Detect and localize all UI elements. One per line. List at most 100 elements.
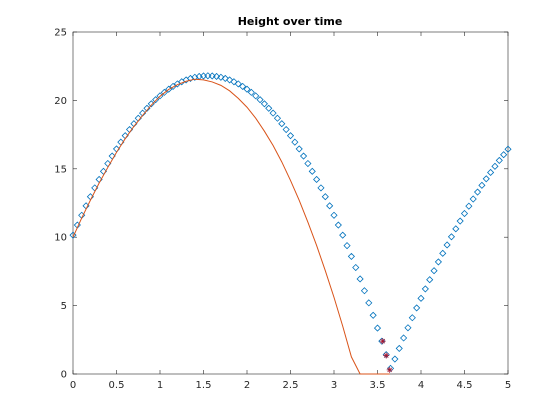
diamond-marker: [247, 88, 255, 96]
diamond-marker: [243, 85, 251, 93]
x-tick-label: 3.5: [370, 380, 386, 391]
diamond-marker: [217, 73, 225, 81]
diamond-marker: [239, 82, 247, 90]
diamond-marker: [356, 275, 364, 283]
y-tick-label: 10: [54, 233, 67, 244]
asterisk-marker: [379, 338, 386, 345]
curve-line: [72, 78, 390, 375]
diamond-marker: [487, 168, 495, 177]
y-tick-label: 0: [61, 370, 67, 381]
axes-box: [72, 31, 509, 375]
diamond-marker: [456, 217, 464, 225]
diamond-marker: [204, 72, 212, 80]
diamond-marker: [304, 159, 312, 168]
diamond-marker: [334, 221, 342, 229]
diamond-marker: [495, 156, 503, 164]
diamond-marker: [395, 344, 403, 352]
asterisk-stroke: [383, 353, 389, 358]
diamond-marker: [434, 258, 442, 266]
diamond-marker: [226, 76, 234, 84]
diamond-marker: [443, 241, 451, 249]
diamond-marker: [330, 211, 338, 219]
x-tick-label: 5: [505, 380, 511, 391]
diamond-marker: [386, 364, 395, 372]
diamond-marker: [504, 145, 512, 153]
diamond-marker: [365, 299, 373, 307]
diamond-marker: [408, 314, 416, 322]
diamond-marker: [465, 202, 473, 210]
diamond-marker: [452, 225, 460, 233]
diamond-marker: [308, 167, 316, 175]
tick-labels: 0 0.5 1 1.5 2 2.5 3 3.5 4 4.5 5 0 5 10 15 20 25: [54, 28, 511, 392]
diamond-marker: [352, 263, 360, 272]
diamond-marker: [343, 242, 351, 250]
diamond-marker: [299, 152, 308, 160]
diamond-marker: [286, 132, 295, 140]
x-tick-label: 1.5: [196, 380, 212, 391]
diamond-marker: [439, 249, 447, 257]
diamond-marker: [421, 285, 429, 293]
diamond-marker: [208, 72, 216, 80]
diamond-marker: [460, 209, 469, 218]
diamond-series: [69, 72, 512, 372]
x-tick-label: 4: [418, 380, 424, 391]
axes: [72, 31, 509, 375]
diamond-marker: [265, 104, 273, 112]
diamond-marker: [282, 125, 290, 134]
diamond-marker: [321, 193, 329, 201]
asterisk-marker: [386, 366, 393, 373]
diamond-marker: [447, 233, 456, 241]
asterisk-stroke: [380, 338, 386, 344]
diamond-marker: [473, 188, 482, 196]
diamond-marker: [500, 151, 508, 159]
diamond-marker: [234, 80, 242, 88]
diamond-marker: [256, 96, 264, 104]
y-tick-label: 5: [61, 301, 67, 312]
diamond-marker: [469, 195, 477, 203]
diamond-marker: [269, 109, 277, 117]
diamond-marker: [260, 100, 268, 108]
diamond-marker: [278, 120, 286, 128]
diamond-marker: [373, 324, 382, 332]
diamond-marker: [417, 294, 425, 302]
diamond-marker: [482, 175, 490, 183]
diamond-marker: [221, 74, 229, 82]
diamond-marker: [400, 334, 408, 342]
diamond-marker: [478, 181, 486, 189]
diamond-marker: [169, 82, 177, 90]
diamond-marker: [369, 311, 377, 319]
diamond-marker: [339, 231, 347, 239]
diamond-marker: [152, 96, 160, 104]
diamond-marker: [273, 114, 282, 122]
diamond-marker: [491, 162, 499, 170]
x-tick-label: 1: [157, 380, 163, 391]
chart-title: Height over time: [238, 15, 343, 28]
asterisk-stroke: [387, 367, 393, 373]
diamond-marker: [430, 267, 438, 275]
x-tick-label: 3: [331, 380, 337, 391]
x-tick-label: 4.5: [457, 380, 473, 391]
asterisk-marker: [383, 352, 390, 359]
y-tick-label: 25: [54, 28, 67, 39]
diamond-marker: [326, 202, 334, 210]
diamond-marker: [252, 92, 260, 100]
diamond-marker: [69, 231, 77, 239]
diamond-marker: [313, 175, 321, 184]
diamond-marker: [391, 355, 399, 363]
diamond-marker: [413, 304, 421, 312]
diamond-marker: [426, 276, 434, 284]
diamond-marker: [317, 184, 325, 192]
x-tick-label: 2.5: [283, 380, 299, 391]
x-tick-label: 2: [244, 380, 250, 391]
x-tick-label: 0: [70, 380, 76, 391]
diamond-marker: [404, 324, 412, 332]
plot-series: [69, 72, 512, 375]
diamond-marker: [360, 287, 369, 295]
x-tick-label: 0.5: [109, 380, 125, 391]
diamond-marker: [291, 138, 299, 146]
diamond-marker: [347, 252, 355, 260]
y-tick-label: 20: [54, 96, 67, 107]
diamond-marker: [295, 145, 303, 153]
